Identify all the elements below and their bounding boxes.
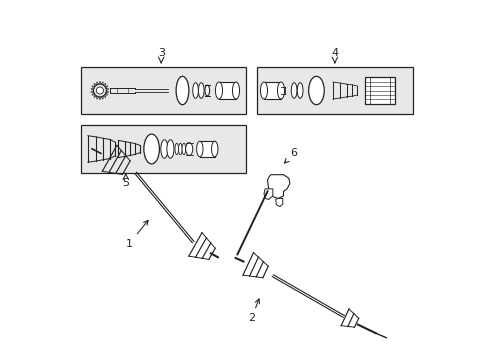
Ellipse shape bbox=[185, 143, 192, 156]
Bar bbox=[81, 67, 246, 114]
Ellipse shape bbox=[176, 76, 188, 105]
Ellipse shape bbox=[308, 76, 324, 105]
Bar bbox=[200, 141, 214, 157]
Ellipse shape bbox=[178, 143, 182, 155]
Ellipse shape bbox=[204, 85, 209, 96]
Ellipse shape bbox=[196, 141, 203, 157]
Bar bbox=[81, 125, 246, 173]
Polygon shape bbox=[267, 175, 289, 198]
Text: 5: 5 bbox=[122, 178, 129, 188]
Ellipse shape bbox=[161, 140, 167, 158]
Ellipse shape bbox=[260, 82, 267, 99]
Ellipse shape bbox=[198, 83, 203, 98]
Ellipse shape bbox=[297, 83, 303, 98]
Bar bbox=[256, 67, 412, 114]
Bar bbox=[364, 77, 394, 104]
Ellipse shape bbox=[211, 141, 218, 157]
Polygon shape bbox=[264, 189, 272, 199]
Text: 6: 6 bbox=[284, 148, 297, 163]
Ellipse shape bbox=[277, 82, 284, 99]
Ellipse shape bbox=[182, 143, 185, 155]
Text: 3: 3 bbox=[158, 48, 164, 58]
Text: 4: 4 bbox=[331, 48, 338, 58]
Text: 1: 1 bbox=[125, 220, 148, 249]
Ellipse shape bbox=[192, 83, 198, 98]
Ellipse shape bbox=[143, 134, 159, 164]
Ellipse shape bbox=[215, 82, 222, 99]
Bar bbox=[219, 82, 236, 99]
Ellipse shape bbox=[175, 143, 178, 155]
Ellipse shape bbox=[232, 82, 239, 99]
Bar bbox=[264, 82, 281, 99]
Polygon shape bbox=[275, 198, 282, 207]
Ellipse shape bbox=[291, 83, 296, 98]
Ellipse shape bbox=[166, 140, 174, 158]
Text: 2: 2 bbox=[247, 299, 259, 323]
Ellipse shape bbox=[96, 87, 103, 94]
